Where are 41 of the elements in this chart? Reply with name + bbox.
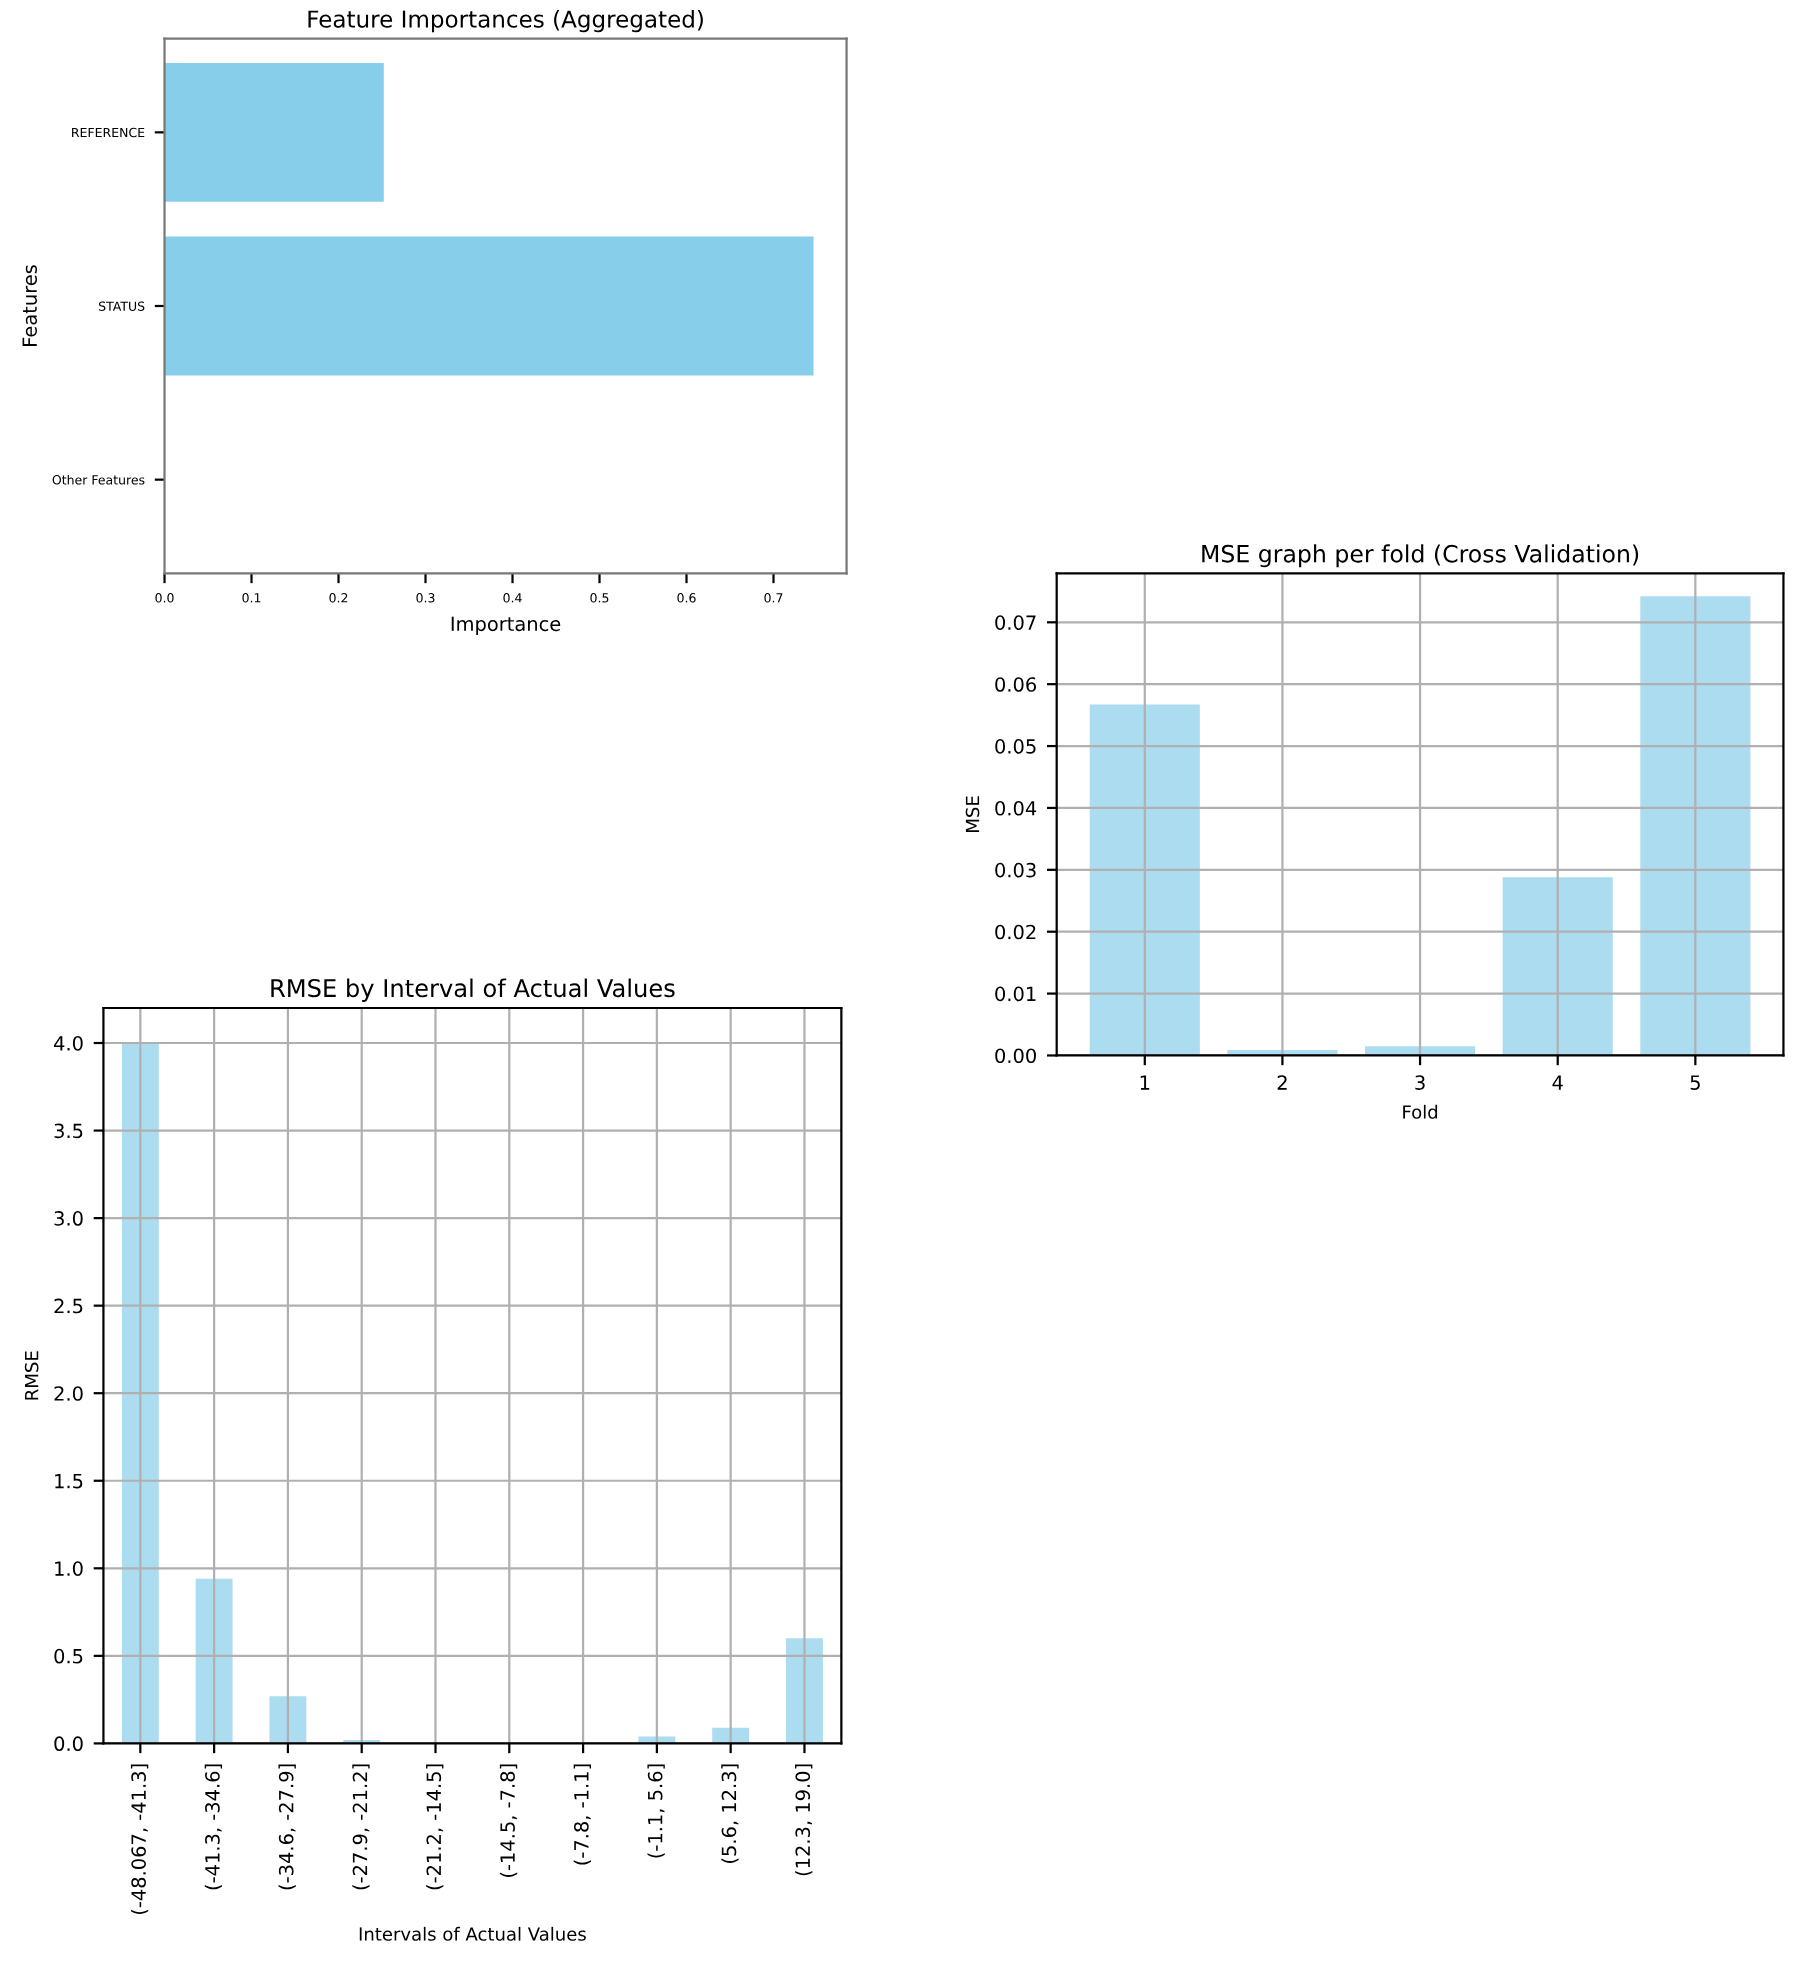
y-tick-label: 4.0: [54, 1035, 83, 1051]
y-tick-label: 0.00: [995, 1048, 1036, 1064]
chart-title: RMSE by Interval of Actual Values: [271, 978, 675, 1002]
x-tick-label: (-1.1, 5.6]: [647, 1764, 665, 1858]
x-tick-label: 4: [1552, 1075, 1563, 1090]
x-tick-label: (12.3, 19.0]: [795, 1764, 813, 1876]
y-tick-label: 0.06: [995, 677, 1037, 692]
x-tick-label: (-7.8, -1.1]: [573, 1764, 592, 1865]
y-tick-label: 3.0: [54, 1211, 83, 1226]
x-tick-label: (-41.3, -34.6]: [204, 1764, 223, 1890]
y-tick-label: 3.5: [54, 1123, 83, 1139]
x-tick-label: (-14.5, -7.8]: [499, 1764, 518, 1877]
y-tick-label: 2.5: [54, 1298, 83, 1314]
x-axis-title: Fold: [1403, 1104, 1438, 1119]
y-tick-label: 0.02: [995, 924, 1036, 940]
x-tick-label: 5: [1690, 1075, 1700, 1090]
y-tick-label: 0.05: [995, 739, 1036, 754]
y-tick-label: 0.0: [54, 1736, 83, 1752]
x-tick-label: (5.6, 12.3]: [721, 1764, 739, 1863]
chart-title: MSE graph per fold (Cross Validation): [1202, 544, 1639, 568]
chart-title: Feature Importances (Aggregated): [308, 9, 703, 33]
y-tick-label: 0.04: [995, 800, 1037, 816]
x-tick-label: 1: [1140, 1075, 1150, 1090]
y-tick-label: 0.07: [995, 615, 1036, 630]
y-tick-label: 0.01: [995, 986, 1036, 1002]
x-tick-label: (-48.067, -41.3]: [130, 1764, 149, 1915]
x-tick-label: (-34.6, -27.9]: [278, 1764, 296, 1890]
y-axis-title: MSE: [965, 796, 980, 832]
x-tick-label: (-21.2, -14.5]: [426, 1764, 444, 1890]
y-tick-label: 0.5: [54, 1648, 83, 1664]
y-tick-label: 2.0: [54, 1386, 83, 1401]
x-tick-label: 3: [1415, 1075, 1425, 1090]
x-axis-title: Intervals of Actual Values: [359, 1926, 586, 1941]
y-axis-title: RMSE: [24, 1351, 39, 1400]
x-tick-label: (-27.9, -21.2]: [352, 1764, 370, 1890]
y-tick-label: 1.5: [55, 1473, 83, 1489]
y-tick-label: 0.03: [995, 862, 1036, 878]
y-tick-label: 1.0: [55, 1561, 83, 1576]
x-tick-label: 2: [1277, 1075, 1287, 1090]
y-axis-title: Features: [22, 265, 37, 346]
x-axis-title: Importance: [451, 616, 561, 635]
